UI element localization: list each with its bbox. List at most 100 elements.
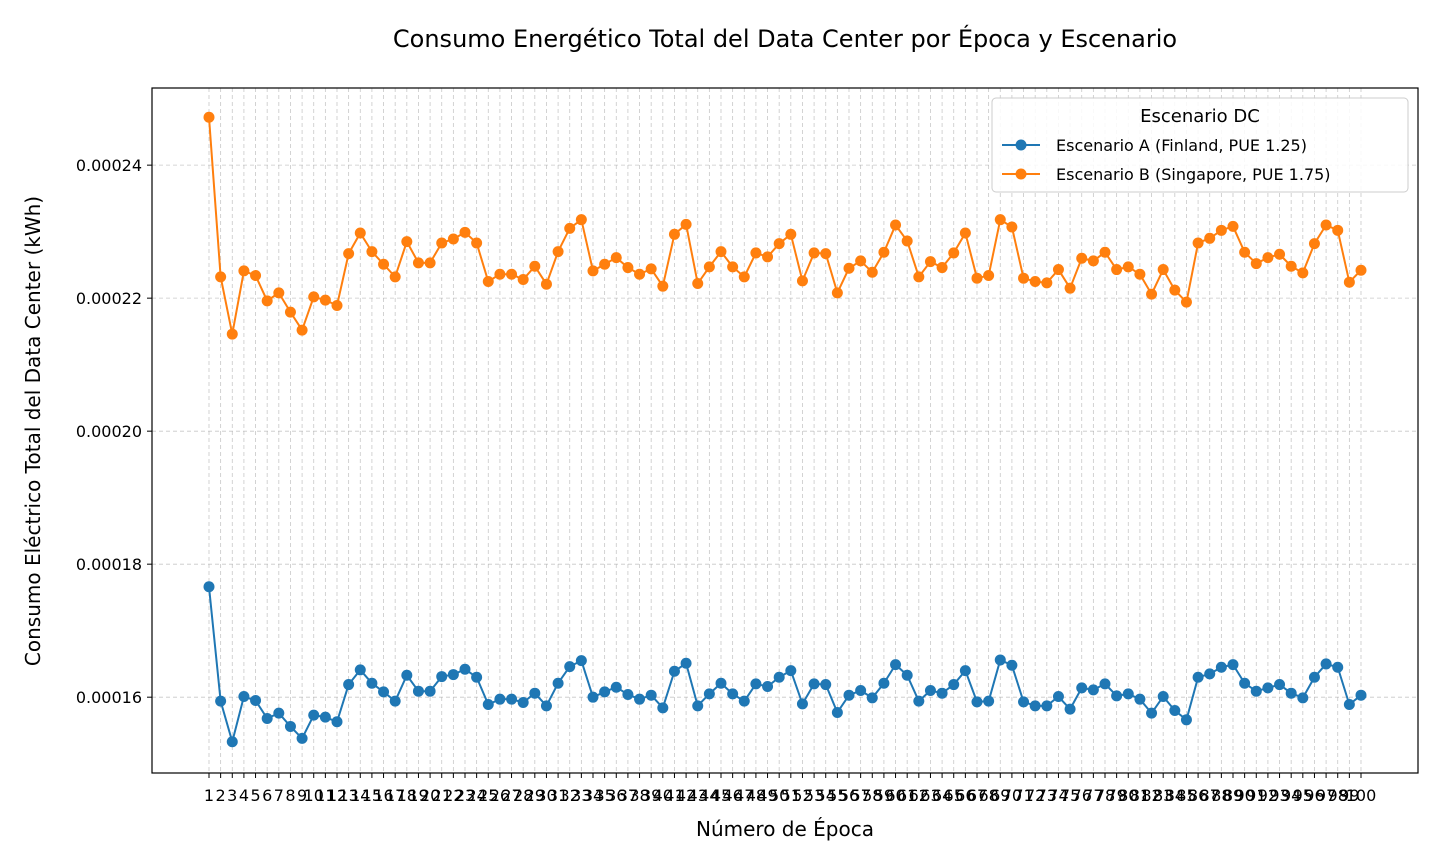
data-point [308, 709, 320, 721]
data-point [238, 691, 250, 703]
data-point [680, 218, 692, 230]
data-point [540, 700, 552, 712]
data-point [436, 671, 448, 683]
x-tick-label: 3 [227, 786, 237, 805]
x-tick-label: 69 [990, 786, 1010, 805]
data-point [622, 689, 634, 701]
data-point [203, 581, 215, 593]
x-tick-label: 68 [978, 786, 998, 805]
x-tick-label: 37 [618, 786, 638, 805]
x-tick-label: 9 [297, 786, 307, 805]
data-point [820, 248, 832, 260]
data-point [459, 226, 471, 238]
x-tick-label: 60 [885, 786, 905, 805]
x-tick-label: 67 [967, 786, 987, 805]
x-tick-label: 49 [757, 786, 777, 805]
data-point [1180, 714, 1192, 726]
x-tick-label: 21 [432, 786, 452, 805]
x-tick-label: 5 [250, 786, 260, 805]
data-point [331, 716, 343, 728]
data-point [1157, 691, 1169, 703]
data-point [226, 328, 238, 340]
x-tick-label: 76 [1072, 786, 1092, 805]
x-tick-label: 77 [1083, 786, 1103, 805]
x-tick-label: 53 [804, 786, 824, 805]
x-tick-label: 30 [536, 786, 556, 805]
x-tick-label: 18 [397, 786, 417, 805]
data-point [1274, 248, 1286, 260]
x-tick-label: 34 [583, 786, 603, 805]
legend-marker-a [1015, 139, 1027, 151]
legend: Escenario DC Escenario A (Finland, PUE 1… [991, 97, 1409, 193]
data-point [680, 657, 692, 669]
x-tick-label: 43 [688, 786, 708, 805]
data-point [1076, 252, 1088, 264]
data-point [506, 268, 518, 280]
data-point [1297, 267, 1309, 279]
data-point [1355, 264, 1367, 276]
data-point [1285, 687, 1297, 699]
data-point [354, 664, 366, 676]
data-point [1227, 220, 1239, 232]
data-point [1041, 277, 1053, 289]
x-tick-label: 72 [1025, 786, 1045, 805]
data-point [401, 669, 413, 681]
x-tick-label: 63 [920, 786, 940, 805]
data-point [1285, 260, 1297, 272]
data-point [1343, 699, 1355, 710]
data-point [412, 257, 424, 269]
x-tick-label: 84 [1165, 786, 1185, 805]
series-layer [203, 111, 1367, 748]
x-tick-label: 35 [594, 786, 614, 805]
x-tick-label: 91 [1246, 786, 1266, 805]
data-point [750, 678, 762, 690]
data-point [890, 659, 902, 671]
x-tick-label: 36 [606, 786, 626, 805]
data-point [808, 247, 820, 259]
data-point [296, 732, 308, 744]
data-point [808, 678, 820, 690]
x-tick-label: 100 [1346, 786, 1377, 805]
data-point [936, 687, 948, 699]
x-tick-label: 78 [1095, 786, 1115, 805]
data-point [319, 711, 331, 723]
data-point [924, 685, 936, 697]
x-tick-label: 13 [338, 786, 358, 805]
data-point [738, 695, 750, 707]
data-point [1239, 246, 1251, 258]
data-point [471, 671, 483, 683]
data-point [692, 700, 704, 712]
data-point [1192, 237, 1204, 249]
x-tick-label: 2 [216, 786, 226, 805]
x-tick-label: 20 [420, 786, 440, 805]
data-point [1006, 221, 1018, 233]
x-tick-label: 98 [1328, 786, 1348, 805]
data-point [1146, 288, 1158, 300]
data-point [273, 287, 285, 299]
x-tick-label: 4 [239, 786, 249, 805]
data-point [517, 697, 529, 708]
x-tick-label: 87 [1200, 786, 1220, 805]
x-tick-label: 66 [955, 786, 975, 805]
data-point [657, 280, 669, 292]
data-point [354, 227, 366, 239]
x-tick-label: 40 [653, 786, 673, 805]
data-point [343, 248, 355, 260]
data-point [610, 681, 622, 693]
data-point [831, 287, 843, 299]
x-tick-label: 74 [1048, 786, 1068, 805]
x-tick-label: 22 [443, 786, 463, 805]
x-tick-label: 71 [1013, 786, 1033, 805]
data-point [1134, 268, 1146, 280]
data-point [575, 214, 587, 226]
x-tick-label: 42 [676, 786, 696, 805]
data-point [855, 255, 867, 267]
x-tick-label: 54 [816, 786, 836, 805]
axis-layer: 1 2 3 4 5 6 7 8 91011121314151617181920212223242… [76, 156, 1376, 805]
x-tick-label: 97 [1316, 786, 1336, 805]
data-point [994, 654, 1006, 666]
x-tick-label: 75 [1060, 786, 1080, 805]
series-b [203, 111, 1367, 340]
data-point [1332, 661, 1344, 673]
data-point [762, 681, 774, 693]
